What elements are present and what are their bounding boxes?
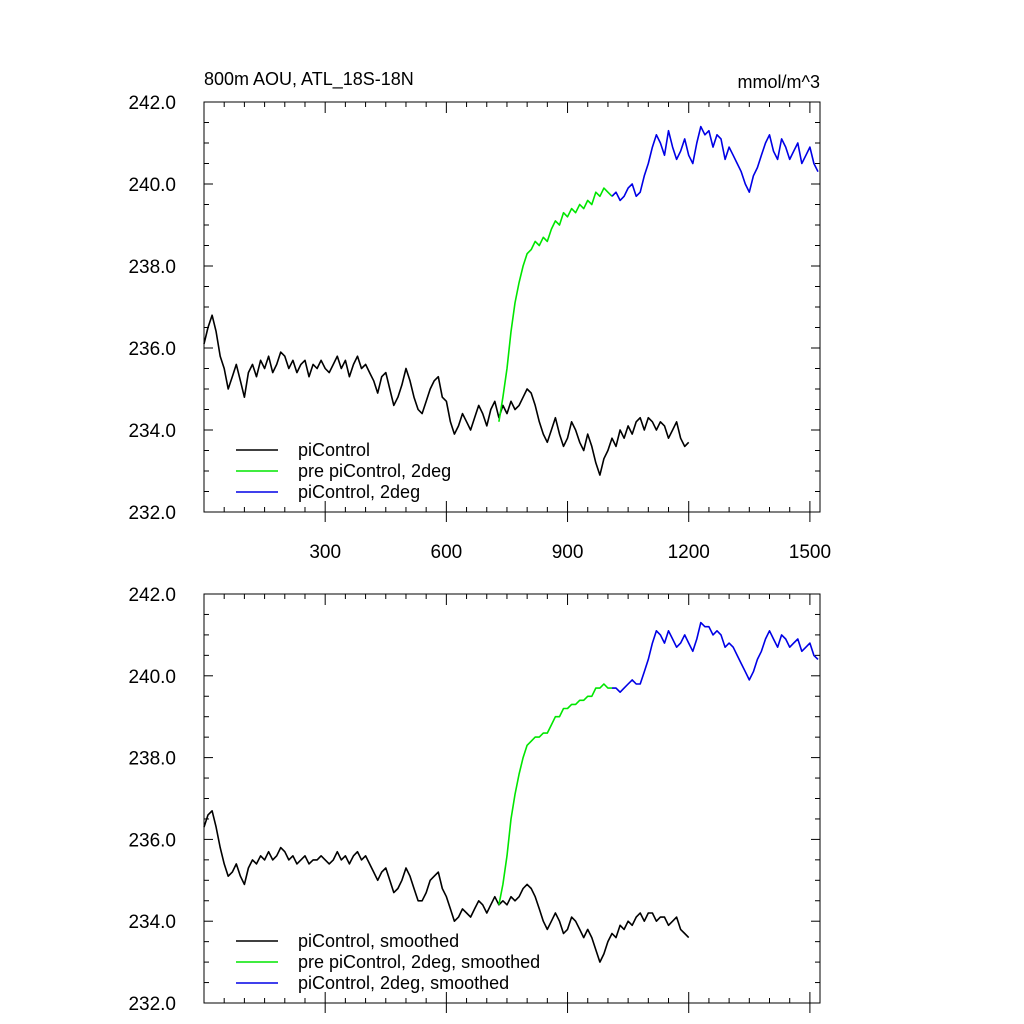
plot-frame: [203, 101, 821, 513]
plot-frame: [203, 593, 821, 1004]
y-tick-label: 232.0: [128, 994, 176, 1015]
legend-label: piControl: [298, 440, 370, 460]
legend-label: pre piControl, 2deg: [298, 461, 451, 481]
y-tick-label: 234.0: [128, 421, 176, 442]
y-tick-label: 240.0: [128, 667, 176, 688]
y-tick-label: 242.0: [128, 585, 176, 606]
y-tick-label: 242.0: [128, 93, 176, 114]
y-tick-label: 232.0: [128, 503, 176, 524]
x-tick-label: 1200: [668, 542, 710, 563]
chart-panel-1: 232.0 234.0 236.0 238.0 240.0 242.0 300 600 900 1…: [128, 69, 831, 563]
series-line-2: [498, 187, 613, 422]
y-tick-label: 236.0: [128, 339, 176, 360]
y-tick-label: 238.0: [128, 749, 176, 770]
chart-title: 800m AOU, ATL_18S-18N: [204, 69, 414, 90]
legend-label: pre piControl, 2deg, smoothed: [298, 952, 540, 972]
series-line-1: [203, 314, 690, 476]
x-tick-label: 900: [552, 542, 584, 563]
legend-label: piControl, 2deg: [298, 482, 420, 502]
legend-label: piControl, smoothed: [298, 931, 459, 951]
series-line-2: [498, 683, 612, 905]
series-line-3: [611, 125, 819, 202]
x-tick-label: 600: [431, 542, 463, 563]
series-line-3: [612, 621, 819, 693]
legend-label: piControl, 2deg, smoothed: [298, 973, 509, 993]
y-tick-label: 236.0: [128, 830, 176, 851]
y-tick-label: 240.0: [128, 175, 176, 196]
y-tick-label: 238.0: [128, 257, 176, 278]
y-tick-label: 234.0: [128, 912, 176, 933]
series-line-1: [203, 810, 690, 963]
x-tick-label: 1500: [789, 542, 831, 563]
chart-panel-2: 232.0 234.0 236.0 238.0 240.0 242.0 piControl,…: [128, 585, 821, 1015]
units-label: mmol/m^3: [738, 72, 820, 92]
x-tick-label: 300: [309, 542, 341, 563]
